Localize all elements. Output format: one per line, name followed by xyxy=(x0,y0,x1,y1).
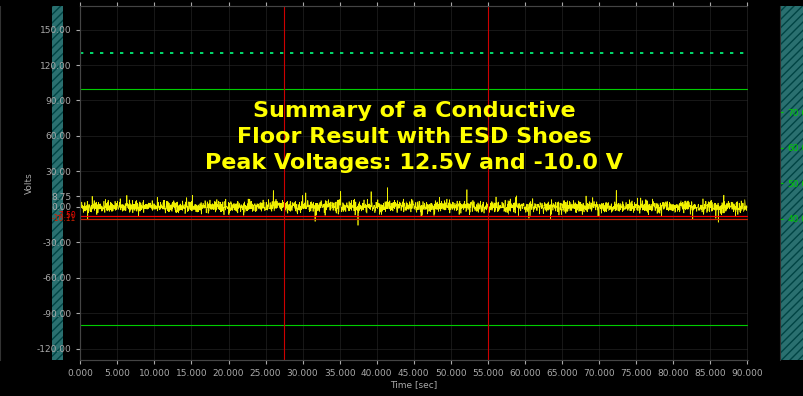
Text: Summary of a Conductive
Floor Result with ESD Shoes
Peak Voltages: 12.5V and -10: Summary of a Conductive Floor Result wit… xyxy=(205,101,622,173)
X-axis label: Time [sec]: Time [sec] xyxy=(390,380,437,389)
Y-axis label: Volts: Volts xyxy=(25,172,34,194)
Text: -10.11: -10.11 xyxy=(52,214,76,223)
Text: -7.50: -7.50 xyxy=(56,211,76,220)
